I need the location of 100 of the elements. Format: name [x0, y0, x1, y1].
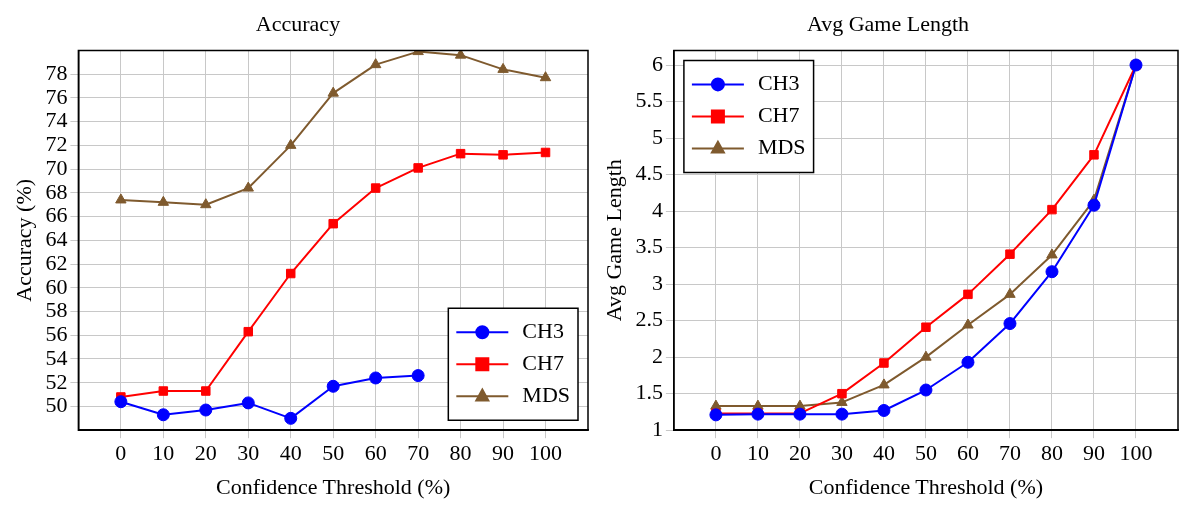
chart-title: Avg Game Length: [806, 10, 970, 36]
point: [455, 148, 466, 159]
point: [1089, 150, 1099, 160]
y-tick-label: 50: [45, 392, 68, 418]
point: [878, 378, 890, 389]
point: [156, 408, 170, 422]
x-tick-label: 10: [152, 440, 175, 466]
legend-label: CH7: [522, 349, 564, 375]
x-axis-title: Confidence Threshold (%): [216, 473, 451, 499]
y-tick-label: 78: [45, 59, 68, 85]
x-tick-label: 70: [407, 440, 430, 466]
y-tick-label: 5.5: [635, 87, 663, 113]
point: [285, 268, 296, 279]
x-tick-label: 20: [194, 440, 217, 466]
point: [963, 289, 973, 300]
point: [877, 403, 891, 417]
x-tick-label: 100: [1119, 440, 1153, 466]
x-tick-label: 40: [279, 440, 302, 466]
x-tick-label: 100: [529, 440, 563, 466]
y-tick-label: 3.5: [635, 233, 663, 259]
point: [1003, 317, 1017, 331]
y-axis-title: Accuracy (%): [10, 178, 36, 302]
x-tick-label: 30: [237, 440, 260, 466]
point: [243, 326, 254, 337]
point: [413, 163, 423, 173]
legend-label: MDS: [522, 381, 570, 407]
point: [370, 183, 381, 193]
point: [920, 350, 932, 361]
y-tick-label: 2: [651, 342, 663, 368]
point: [242, 181, 254, 192]
x-tick-label: 80: [1040, 440, 1063, 466]
y-tick-label: 58: [45, 297, 68, 323]
point: [879, 358, 889, 368]
point: [1005, 249, 1015, 259]
y-tick-label: 1: [651, 415, 663, 441]
point: [921, 322, 931, 332]
point: [327, 86, 339, 97]
legend-label: CH7: [757, 102, 800, 128]
y-tick-label: 54: [45, 344, 68, 370]
point: [201, 386, 211, 396]
x-tick-label: 90: [492, 440, 515, 466]
y-tick-label: 68: [45, 178, 68, 204]
y-tick-label: 66: [45, 202, 68, 228]
point: [961, 355, 975, 369]
legend-label: CH3: [757, 70, 800, 96]
y-tick-label: 72: [45, 131, 68, 157]
x-tick-label: 90: [1082, 440, 1105, 466]
y-axis-title: Avg Game Length: [600, 159, 626, 322]
x-tick-label: 80: [449, 440, 472, 466]
point: [369, 58, 382, 69]
point: [1046, 248, 1058, 259]
y-tick-label: 60: [45, 273, 68, 299]
y-tick-label: 74: [45, 107, 68, 133]
point: [837, 388, 847, 399]
point: [497, 62, 509, 73]
legend-label: MDS: [757, 134, 806, 160]
x-tick-label: 0: [115, 440, 127, 466]
legend-label: CH3: [522, 317, 564, 343]
point: [369, 371, 383, 385]
y-tick-label: 4.5: [635, 160, 663, 186]
point: [498, 150, 508, 160]
x-tick-label: 50: [914, 440, 937, 466]
point: [1045, 265, 1059, 279]
point: [411, 369, 425, 383]
point: [158, 386, 169, 396]
point: [962, 318, 974, 329]
x-tick-label: 50: [322, 440, 345, 466]
chart-title: Accuracy: [255, 10, 341, 36]
point: [199, 403, 213, 417]
y-tick-label: 6: [651, 50, 663, 76]
x-axis-title: Confidence Threshold (%): [808, 473, 1044, 499]
x-tick-label: 40: [872, 440, 895, 466]
y-tick-label: 62: [45, 249, 68, 275]
x-tick-label: 30: [830, 440, 853, 466]
y-tick-label: 4: [651, 196, 663, 222]
point: [1047, 204, 1057, 215]
point: [326, 379, 340, 393]
point: [1087, 198, 1101, 212]
x-tick-label: 0: [710, 440, 722, 466]
y-tick-label: 64: [45, 226, 68, 252]
point: [284, 411, 298, 425]
x-tick-label: 60: [364, 440, 387, 466]
y-tick-label: 56: [45, 321, 68, 347]
point: [540, 147, 551, 158]
point: [539, 71, 552, 82]
point: [157, 195, 170, 206]
point: [200, 198, 212, 209]
y-tick-label: 5: [651, 123, 663, 149]
x-tick-label: 20: [788, 440, 811, 466]
point: [285, 138, 297, 149]
point: [241, 396, 255, 410]
point: [1004, 287, 1016, 298]
y-tick-label: 52: [45, 368, 68, 394]
y-tick-label: 1.5: [635, 379, 663, 405]
x-tick-label: 60: [956, 440, 979, 466]
y-tick-label: 70: [45, 154, 68, 180]
point: [919, 383, 933, 397]
point: [115, 193, 127, 204]
point: [835, 407, 849, 421]
x-tick-label: 10: [746, 440, 769, 466]
